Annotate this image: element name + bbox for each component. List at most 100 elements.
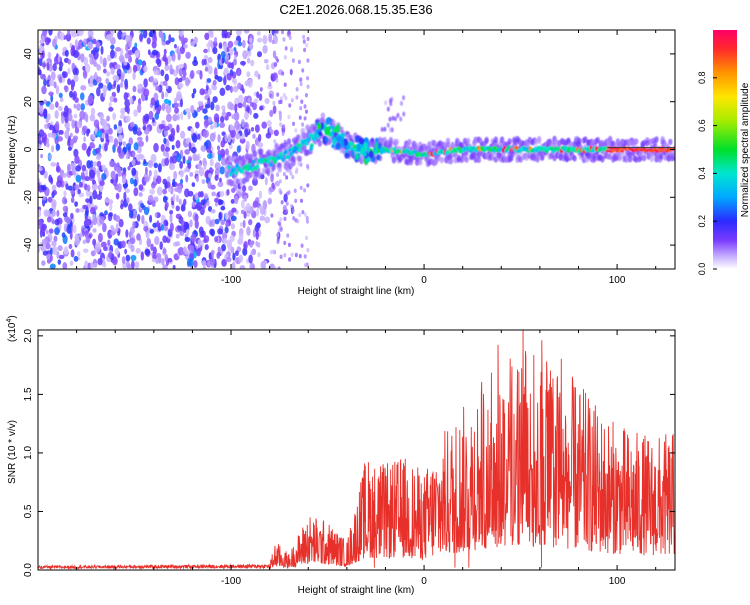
- spectrogram-cell: [153, 77, 158, 84]
- spectrogram-cell: [298, 212, 302, 218]
- spectrogram-cell: [165, 40, 170, 45]
- spectrogram-cell: [107, 135, 113, 141]
- spectrogram-cell: [208, 252, 212, 261]
- spectrogram-cell: [217, 181, 224, 188]
- spectrogram-cell: [115, 192, 120, 200]
- spectrogram-cell: [90, 107, 96, 116]
- spectrogram-ticks: -100 0 100 -40 -20 0 20 40: [23, 30, 675, 286]
- spectrogram-cell: [65, 32, 72, 42]
- spectrogram-cell: [316, 122, 322, 130]
- snr-series: [38, 330, 675, 570]
- spectrogram-cell: [237, 41, 243, 47]
- spectrogram-cell: [50, 162, 57, 167]
- colorbar-label: Normalized spectral amplitude: [740, 82, 750, 217]
- spectrogram-cell: [137, 59, 143, 66]
- spectrogram-cell: [448, 157, 454, 165]
- spectrogram-cell: [192, 59, 199, 67]
- spectrogram-cell: [83, 248, 89, 253]
- spectrogram-cell: [149, 75, 155, 83]
- spectrogram-cell: [244, 80, 251, 87]
- spectrogram-cell: [58, 75, 63, 84]
- spectrogram-cell: [83, 38, 87, 47]
- snr-ticks: -100 0 100 0.0 0.5 1.0 1.5 2.0: [23, 328, 675, 587]
- spectrogram-cell: [75, 165, 82, 172]
- spectrogram-cell: [180, 98, 183, 108]
- spectrogram-cell: [279, 122, 283, 127]
- spectrogram-cell: [78, 181, 83, 188]
- spectrogram-cell: [241, 88, 245, 94]
- spectrogram-cell: [214, 174, 219, 181]
- spectrogram-cell: [110, 67, 115, 75]
- spectrogram-cell: [152, 34, 157, 44]
- snr-multiplier-close: ): [7, 315, 18, 318]
- spectrogram-cell: [216, 145, 221, 151]
- spectrogram-cell: [306, 247, 310, 253]
- spectrogram-cell: [342, 138, 349, 147]
- spectrogram-cell: [131, 260, 135, 269]
- spectrogram-cell: [136, 233, 141, 241]
- spectrogram-cell: [84, 183, 88, 191]
- spectrogram-cell: [115, 223, 119, 232]
- spectrogram-cell: [256, 207, 260, 217]
- spectrogram-cell: [113, 97, 118, 103]
- spectrogram-cell: [167, 257, 173, 263]
- spectrogram-cell: [267, 84, 273, 90]
- spectrogram-cell: [79, 207, 85, 213]
- spectrogram-cell: [154, 236, 160, 245]
- spectrogram-cell: [138, 184, 144, 191]
- spectrogram-cell: [84, 232, 89, 238]
- spectrogram-cell: [159, 241, 163, 250]
- spectrogram-cell: [641, 154, 647, 162]
- spectrogram-cell: [142, 30, 148, 39]
- spectrogram-cell: [207, 97, 211, 107]
- chart-title: C2E1.2026.068.15.35.E36: [279, 2, 432, 17]
- spectrogram-cell: [43, 108, 48, 119]
- spectrogram-cell: [182, 155, 186, 165]
- spectrogram-cell: [92, 238, 97, 246]
- spectrogram-cell: [39, 228, 43, 238]
- spectrogram-cell: [224, 212, 229, 220]
- spectrogram-cell: [91, 143, 96, 149]
- spectrogram-cell: [245, 175, 250, 183]
- spectrogram-cell: [100, 241, 107, 248]
- spectrogram-cell: [183, 43, 188, 49]
- spectrogram-cell: [48, 91, 54, 97]
- spectrogram-cell: [288, 103, 292, 108]
- spectrogram-cell: [232, 174, 238, 181]
- spectrogram-cell: [151, 49, 158, 56]
- spectrogram-cell: [78, 232, 83, 239]
- spectrogram-cell: [84, 176, 90, 182]
- spectrogram-cell: [305, 262, 309, 267]
- spectrogram-cell: [38, 68, 42, 75]
- spectrogram-cell: [507, 138, 512, 145]
- spectrogram-cell: [306, 183, 310, 188]
- spectrogram-cell: [53, 81, 57, 89]
- spectrogram-cell: [191, 133, 198, 143]
- spectrogram-cell: [130, 254, 137, 261]
- spectrogram-cell: [333, 132, 338, 137]
- spectrogram-cell: [150, 153, 157, 163]
- spectrogram-cell: [572, 155, 577, 162]
- spectrogram-cell: [209, 258, 216, 266]
- spectrogram-cell: [96, 130, 103, 138]
- spectrogram-cell: [70, 212, 74, 220]
- spectrogram-cell: [63, 246, 69, 256]
- spectrogram-cell: [221, 111, 227, 117]
- spectrogram-cell: [266, 120, 272, 127]
- spectrogram-cell: [143, 158, 147, 165]
- spectrogram-cell: [51, 184, 57, 192]
- spectrogram-cell: [227, 133, 232, 143]
- spectrogram-cell: [312, 136, 317, 142]
- spectrogram-cell: [84, 260, 89, 269]
- spectrogram-cell: [162, 248, 167, 255]
- spectrogram-cell: [108, 101, 112, 109]
- spectrogram-cell: [203, 54, 209, 60]
- spectrogram-cell: [58, 129, 64, 135]
- spectrogram-cell: [239, 222, 243, 227]
- spectrogram-cell: [193, 260, 198, 268]
- spectrogram-cell: [67, 163, 71, 173]
- spectrogram-cell: [230, 215, 237, 222]
- spectrogram-cell: [668, 138, 673, 146]
- spectrogram-cell: [210, 125, 214, 130]
